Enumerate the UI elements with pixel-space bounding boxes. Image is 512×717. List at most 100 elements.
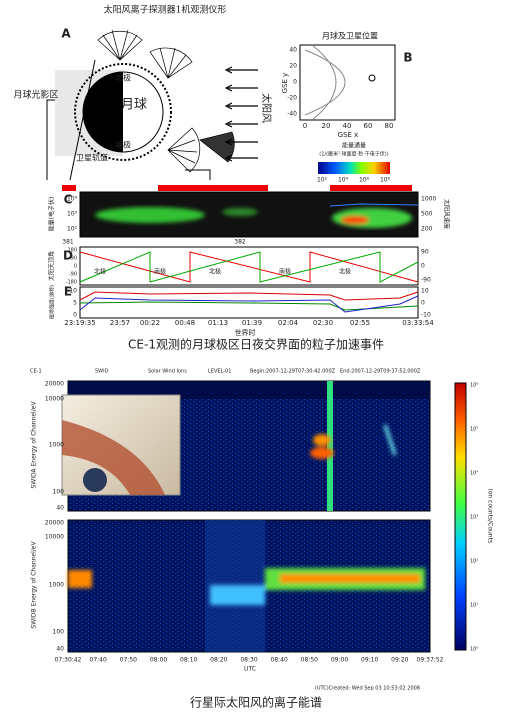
inset-moon — [83, 468, 107, 492]
x-tick: 08:00 — [150, 657, 167, 664]
panel-top-blobs — [310, 424, 397, 459]
colorbar-1 — [318, 162, 390, 174]
time-tick: 02:55 — [350, 319, 370, 327]
y-tick: 20000 — [45, 520, 64, 527]
x-tick: 09:10 — [361, 657, 378, 664]
colorbar-tick: 10⁴ — [470, 471, 478, 477]
panel-label: E — [64, 285, 72, 299]
panel-d-left-label: 太阳天顶角 — [48, 251, 56, 281]
panel-b-ytick: 0 — [293, 79, 297, 86]
panel-c-spectra — [95, 207, 412, 228]
north-label: 北极 — [115, 73, 131, 83]
time-tick: 23:57 — [110, 319, 130, 327]
panel-e-right-tick: 0 — [421, 300, 425, 307]
solar-wind-label: 太阳风 — [260, 93, 273, 123]
pole-label: 北极 — [94, 268, 106, 276]
panel-b-y-label: GSE y — [281, 73, 289, 94]
panel-d-right-tick: 0 — [421, 263, 425, 270]
panel-e-right-tick: 10 — [421, 288, 429, 295]
panel-b-frame — [299, 44, 396, 121]
moon-label: 月球 — [121, 98, 147, 113]
south-label: 南极 — [115, 140, 131, 150]
colorbar-tick: 10⁵ — [470, 427, 478, 433]
top-axis-label: SWIDA Energy of Channel/eV — [31, 401, 38, 489]
satellite-position — [368, 74, 376, 82]
y-tick: 40 — [56, 505, 64, 512]
panel-d-right-tick: -90 — [421, 277, 431, 284]
colorbar-title: 能量通量 — [342, 142, 366, 150]
panel-c-right-tick: 1000 — [421, 196, 436, 203]
colorbar-label: Ion counts/Counts — [487, 489, 494, 543]
header-text: SWID — [95, 369, 109, 375]
detector-fans — [97, 29, 235, 173]
panel-d-left-tick: 180 — [67, 248, 77, 254]
pole-label: 南极 — [154, 268, 166, 276]
panel-b-xtick: 40 — [343, 122, 352, 130]
panel-c-right-label: 太阳风速度 — [443, 199, 451, 229]
panel-d-left-tick: -180 — [66, 280, 77, 286]
panel-b-title: 月球及卫星位置 — [322, 31, 378, 41]
x-tick: 08:10 — [180, 657, 197, 664]
panel-b-xtick: 60 — [364, 122, 373, 130]
pole-label: 北极 — [339, 268, 351, 276]
red-bars — [62, 185, 412, 191]
colorbar-tick: 10⁰ — [470, 647, 478, 653]
x-tick: 08:40 — [271, 657, 288, 664]
y-tick: 10000 — [45, 534, 64, 541]
panel-c-right-tick: 500 — [421, 211, 433, 218]
panel-e-left-tick: 5 — [73, 300, 77, 307]
colorbar-2 — [454, 382, 467, 651]
x-tick: 09:00 — [331, 657, 348, 664]
colorbar-tick: 10⁴ — [338, 177, 349, 184]
x-tick: 08:30 — [240, 657, 257, 664]
panel-b-xtick: 80 — [385, 122, 394, 130]
pole-label: 北极 — [209, 268, 221, 276]
x-tick: 07:50 — [120, 657, 137, 664]
colorbar-tick: 10² — [470, 559, 478, 565]
orbit-label: 卫星轨道 — [76, 153, 108, 163]
panel-c-right-tick: 200 — [421, 226, 433, 233]
panel-label: A — [61, 27, 71, 41]
panel-b-ytick: -20 — [287, 95, 297, 102]
panel-b-ytick: 40 — [289, 47, 297, 54]
panel-b-x-label: GSE x — [338, 131, 359, 139]
x-tick: 09:20 — [391, 657, 408, 664]
panel-e-red — [79, 291, 419, 301]
panel-e-left-tick: 10 — [69, 288, 77, 295]
time-tick: 02:04 — [278, 319, 299, 327]
y-tick: 10000 — [45, 396, 64, 403]
header-text: CE-1 — [30, 369, 42, 375]
panel-b-orbit — [304, 44, 346, 121]
moon-night — [83, 72, 123, 152]
header-text: Solar Wind Ions — [148, 369, 187, 375]
panel-c-left-tick: 10⁴ — [67, 196, 78, 203]
bottom-axis-label: SWIDB Energy of Channel/eV — [31, 541, 38, 629]
time-tick: 02:30 — [313, 319, 333, 327]
panel-e-left-label: 磁场强度(纳特) — [49, 285, 56, 319]
caption: 行星际太阳风的离子能谱 — [190, 695, 322, 710]
panel-e-left-tick: 0 — [73, 312, 77, 319]
panel-b-xtick: 20 — [322, 122, 331, 130]
solar-wind-arrows — [224, 66, 258, 162]
x-tick: 08:50 — [301, 657, 318, 664]
time-tick: 03:33:54 — [402, 319, 434, 327]
panel-c-left-tick: 10³ — [67, 211, 78, 218]
time-label: 世界时 — [235, 328, 256, 337]
y-tick: 100 — [53, 629, 65, 636]
colorbar-tick: 10² — [317, 177, 328, 184]
colorbar-unit: (1/(厘米²·球面度·秒·千电子伏)) — [319, 151, 388, 158]
y-tick: 20000 — [45, 381, 64, 388]
panel-d-left-tick: 90 — [71, 256, 77, 262]
time-tick: 00:48 — [175, 319, 195, 327]
panel-b-ytick: 20 — [289, 63, 297, 70]
figure-title: 太阳风离子探测器1机观测仪形 — [104, 4, 227, 16]
panel-b-xtick: 0 — [303, 122, 307, 130]
y-tick: 1000 — [49, 442, 64, 449]
x-tick: 09:37:52 — [417, 657, 444, 664]
panel-c-left-label: 能量(电子伏) — [48, 197, 56, 232]
orbit-number: 382 — [234, 239, 246, 246]
panel-d — [79, 246, 419, 286]
time-tick: 00:22 — [140, 319, 160, 327]
time-tick: 23:19:35 — [64, 319, 95, 327]
panel-e-green — [79, 301, 419, 311]
